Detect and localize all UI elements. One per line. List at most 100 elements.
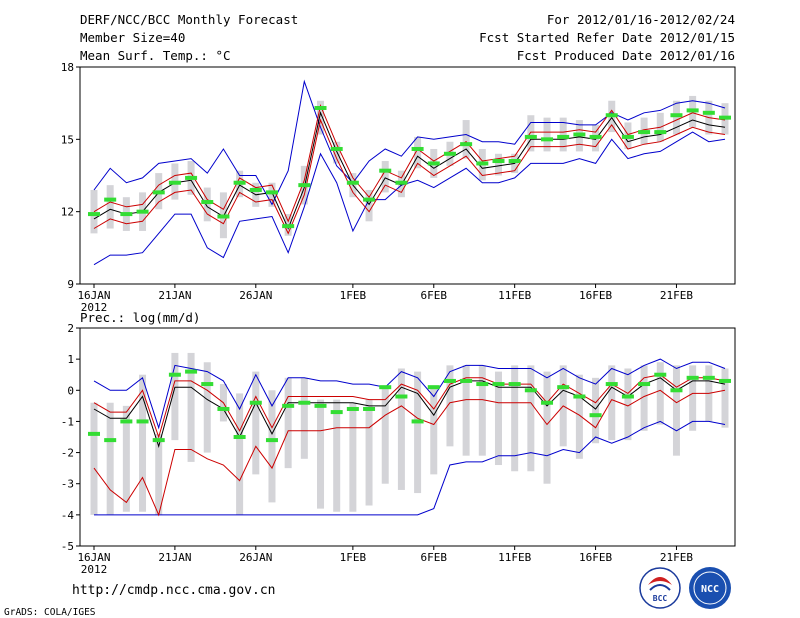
- box-bar: [543, 117, 551, 152]
- started-date: Fcst Started Refer Date 2012/01/15: [479, 30, 735, 45]
- mean-line: [93, 111, 726, 230]
- median-marker: [346, 406, 359, 411]
- precip-variable-label: Prec.: log(mm/d): [80, 310, 200, 325]
- median-marker: [476, 382, 489, 387]
- median-marker: [621, 134, 634, 139]
- median-marker: [346, 180, 359, 185]
- box-bar: [317, 100, 325, 135]
- median-marker: [88, 212, 100, 217]
- median-marker: [249, 400, 262, 405]
- bcc-swirl-icon: [648, 577, 672, 585]
- x-tick-label: 21JAN: [158, 551, 191, 564]
- median-marker: [589, 413, 602, 418]
- bcc-logo-text: BCC: [653, 594, 668, 603]
- median-marker: [282, 403, 295, 408]
- y-tick-label: -2: [61, 447, 74, 460]
- median-marker: [460, 142, 473, 147]
- median-marker: [702, 375, 715, 380]
- median-marker: [395, 180, 408, 185]
- x-tick-label: 21FEB: [660, 551, 693, 564]
- box-bar: [478, 365, 486, 456]
- x-tick-label: 26JAN: [239, 551, 272, 564]
- median-marker: [411, 146, 424, 151]
- y-tick-label: -3: [61, 478, 74, 491]
- median-marker: [557, 134, 570, 139]
- median-marker: [508, 382, 521, 387]
- median-marker: [136, 419, 149, 424]
- median-marker: [201, 200, 214, 205]
- median-marker: [265, 190, 278, 195]
- median-marker: [265, 438, 278, 443]
- median-marker: [686, 375, 699, 380]
- median-marker: [654, 130, 667, 135]
- median-marker: [541, 400, 554, 405]
- box-bar: [527, 115, 535, 152]
- lower-quartile-line: [93, 118, 726, 235]
- median-marker: [638, 382, 651, 387]
- x-tick-label: 11FEB: [498, 551, 531, 564]
- box-bar: [187, 352, 195, 462]
- box-bar: [527, 365, 535, 472]
- median-marker: [379, 385, 392, 390]
- median-marker: [330, 410, 343, 415]
- median-marker: [719, 115, 731, 120]
- forecast-period: For 2012/01/16-2012/02/24: [547, 12, 735, 27]
- median-marker: [379, 168, 392, 173]
- box-bar: [640, 365, 648, 431]
- median-marker: [443, 378, 456, 383]
- lower-quartile-line: [93, 389, 726, 517]
- median-marker: [589, 134, 602, 139]
- median-marker: [702, 110, 715, 115]
- median-marker: [104, 197, 117, 202]
- median-marker: [120, 212, 133, 217]
- median-marker: [168, 180, 181, 185]
- box-bar: [672, 100, 680, 135]
- box-bar: [268, 182, 276, 207]
- median-marker: [443, 151, 456, 156]
- box-bar: [656, 362, 664, 425]
- median-marker: [670, 113, 683, 118]
- median-marker: [719, 378, 731, 383]
- median-marker: [217, 214, 230, 219]
- y-tick-label: 9: [67, 278, 74, 291]
- x-tick-label: 6FEB: [421, 551, 448, 564]
- box-bar: [721, 368, 729, 428]
- x-tick-label: 1FEB: [340, 551, 367, 564]
- median-marker: [557, 385, 570, 390]
- box-bar: [300, 377, 308, 459]
- box-bar: [268, 390, 276, 503]
- median-marker: [363, 197, 376, 202]
- median-marker: [411, 419, 424, 424]
- box-bar: [284, 377, 292, 469]
- box-bar: [333, 399, 341, 512]
- box-bar: [139, 374, 147, 512]
- median-marker: [185, 175, 198, 180]
- median-marker: [330, 146, 343, 151]
- median-marker: [120, 419, 133, 424]
- median-marker: [605, 113, 618, 118]
- x-tick-label: 16JAN: [77, 289, 110, 302]
- box-bar: [106, 402, 114, 515]
- source-url[interactable]: http://cmdp.ncc.cma.gov.cn: [72, 583, 276, 598]
- box-bar: [414, 371, 422, 494]
- median-marker: [427, 385, 440, 390]
- median-marker: [88, 431, 100, 436]
- member-size: Member Size=40: [80, 30, 185, 45]
- box-bar: [317, 399, 325, 509]
- y-tick-label: 0: [67, 384, 74, 397]
- box-bar: [106, 185, 114, 229]
- box-bar: [689, 365, 697, 431]
- box-bar: [381, 387, 389, 484]
- box-bar: [397, 368, 405, 490]
- year-label: 2012: [81, 563, 108, 576]
- plot-frame: [79, 327, 736, 547]
- variable-label: Mean Surf. Temp.: °C: [80, 48, 231, 63]
- median-marker: [670, 388, 683, 393]
- mean-line: [93, 377, 726, 449]
- median-marker: [298, 400, 311, 405]
- median-marker: [638, 130, 651, 135]
- box-bar: [624, 368, 632, 441]
- median-marker: [298, 183, 311, 188]
- precipitation-chart: -5 -4 -3 -2 -1 0 1 2 16JAN 21JAN 26JAN 1FEB 6FEB 11FE…: [61, 322, 736, 576]
